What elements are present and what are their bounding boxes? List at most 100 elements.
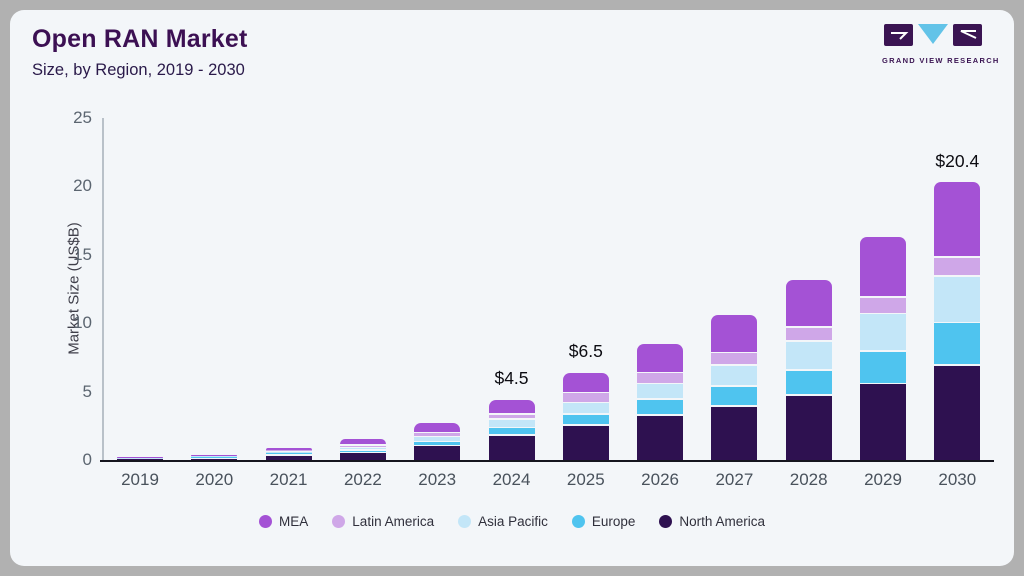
chart-legend: MEA Latin America Asia Pacific Europe North … xyxy=(10,514,1014,529)
bar-2021 xyxy=(265,118,312,460)
legend-dot-icon xyxy=(332,515,346,528)
segment-2026-asia-pacific xyxy=(637,384,684,399)
segment-2028-latin-america xyxy=(785,327,832,341)
segment-2022-europe xyxy=(339,450,386,452)
legend-item-north-america: North America xyxy=(659,514,765,529)
y-tick-25: 25 xyxy=(73,108,92,127)
segment-2025-north-america xyxy=(562,425,609,460)
y-tick-20: 20 xyxy=(73,176,92,196)
segment-2023-europe xyxy=(414,442,461,445)
segment-2022-latin-america xyxy=(339,445,386,447)
bar-2030: $20.4 xyxy=(934,118,981,460)
segment-2026-north-america xyxy=(637,415,684,460)
segment-2023-latin-america xyxy=(414,433,461,436)
bar-value-label-2030: $20.4 xyxy=(935,150,980,171)
segment-2026-europe xyxy=(637,399,684,415)
legend-dot-icon xyxy=(458,515,472,528)
grand-view-research-logo: GRAND VIEW RESEARCH xyxy=(882,24,1000,65)
page-subtitle: Size, by Region, 2019 - 2030 xyxy=(32,61,245,79)
segment-2019-north-america xyxy=(117,459,163,460)
segment-2020-north-america xyxy=(191,459,238,460)
segment-2022-mea xyxy=(339,439,386,445)
segment-2030-mea xyxy=(934,182,981,256)
segment-2025-latin-america xyxy=(562,393,609,402)
segment-2028-europe xyxy=(785,370,832,395)
legend-label: Asia Pacific xyxy=(478,514,548,529)
y-tick-0: 0 xyxy=(82,450,92,469)
segment-2023-asia-pacific xyxy=(414,437,461,441)
x-tick-2026: 2026 xyxy=(641,470,679,489)
legend-item-latin-america: Latin America xyxy=(332,514,434,529)
bar-2022 xyxy=(339,118,386,460)
page-title: Open RAN Market xyxy=(32,25,248,53)
bar-2019 xyxy=(117,118,163,460)
x-tick-2029: 2029 xyxy=(864,470,902,489)
segment-2026-latin-america xyxy=(637,373,684,383)
bar-value-label-2025: $6.5 xyxy=(568,341,603,362)
segment-2027-north-america xyxy=(711,406,758,460)
legend-dot-icon xyxy=(259,515,273,528)
segment-2025-asia-pacific xyxy=(562,403,609,414)
segment-2024-north-america xyxy=(488,435,535,460)
segment-2030-latin-america xyxy=(934,257,981,275)
x-tick-2025: 2025 xyxy=(566,470,605,489)
bar-2029 xyxy=(860,118,906,460)
segment-2028-asia-pacific xyxy=(785,341,832,370)
segment-2025-mea xyxy=(562,372,609,392)
legend-label: North America xyxy=(679,514,765,529)
bar-2028 xyxy=(785,118,832,460)
bar-2024: $4.5 xyxy=(488,118,535,460)
bar-2020 xyxy=(191,118,238,460)
x-axis-line xyxy=(100,460,994,462)
legend-item-asia-pacific: Asia Pacific xyxy=(458,514,548,529)
bar-2027 xyxy=(711,118,758,460)
segment-2027-latin-america xyxy=(711,353,758,365)
segment-2021-asia-pacific xyxy=(265,451,312,453)
legend-item-europe: Europe xyxy=(571,514,636,529)
gvr-logo-icon xyxy=(884,24,982,46)
x-tick-2027: 2027 xyxy=(715,470,754,489)
segment-2029-north-america xyxy=(860,384,906,460)
segment-2025-europe xyxy=(562,414,609,425)
segment-2023-mea xyxy=(414,423,461,432)
legend-item-mea: MEA xyxy=(259,514,308,529)
segment-2027-europe xyxy=(711,386,758,406)
segment-2027-asia-pacific xyxy=(711,365,758,386)
segment-2030-europe xyxy=(934,323,981,365)
segment-2019-mea xyxy=(117,456,163,458)
segment-2022-north-america xyxy=(339,453,386,460)
segment-2029-asia-pacific xyxy=(860,314,906,351)
x-tick-2022: 2022 xyxy=(343,470,382,489)
segment-2020-mea xyxy=(191,454,238,456)
legend-dot-icon xyxy=(659,515,673,528)
bar-2025: $6.5 xyxy=(562,118,609,460)
chart-card: Open RAN Market Size, by Region, 2019 - … xyxy=(10,10,1014,566)
x-tick-2021: 2021 xyxy=(269,470,308,489)
bar-2026 xyxy=(637,118,684,460)
segment-2021-europe xyxy=(265,453,312,455)
y-tick-15: 15 xyxy=(73,244,92,264)
segment-2024-asia-pacific xyxy=(488,419,535,427)
segment-2022-asia-pacific xyxy=(339,448,386,450)
x-tick-2030: 2030 xyxy=(938,470,977,489)
x-tick-2023: 2023 xyxy=(418,470,457,489)
x-tick-2024: 2024 xyxy=(492,470,531,489)
segment-2021-north-america xyxy=(265,455,312,460)
segment-2030-asia-pacific xyxy=(934,276,981,322)
bar-value-label-2024: $4.5 xyxy=(494,368,529,389)
segment-2027-mea xyxy=(711,314,758,352)
logo-text: GRAND VIEW RESEARCH xyxy=(882,56,1000,65)
segment-2021-latin-america xyxy=(265,450,312,452)
segment-2028-mea xyxy=(785,279,832,326)
y-axis-label: Market Size (US$B) xyxy=(65,222,83,355)
segment-2020-europe xyxy=(191,456,238,458)
segment-2024-europe xyxy=(488,428,535,435)
x-tick-2019: 2019 xyxy=(121,470,159,489)
plot-area: 0 5 10 15 20 25 2019 2020 2021 2022 2023 2024 $4.5 20… xyxy=(73,108,994,489)
legend-label: Europe xyxy=(591,514,636,529)
x-tick-2028: 2028 xyxy=(789,470,828,489)
segment-2028-north-america xyxy=(785,395,832,460)
y-axis-line xyxy=(102,118,104,461)
bar-2023 xyxy=(414,118,461,460)
segment-2024-mea xyxy=(488,400,535,414)
